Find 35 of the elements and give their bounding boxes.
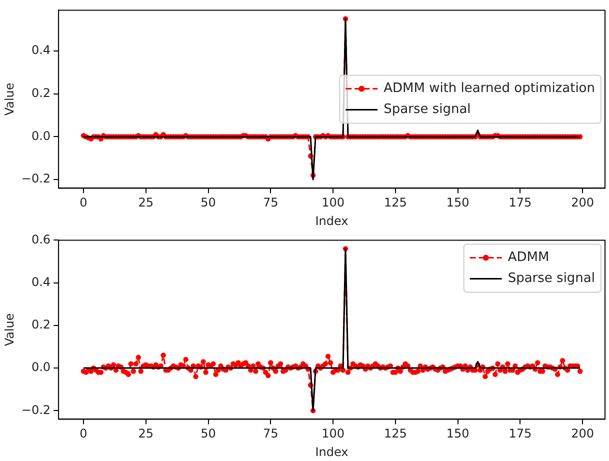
y-axis-title: Value (2, 313, 16, 346)
x-tick-label: 50 (200, 426, 216, 441)
legend-label: ADMM (508, 250, 550, 266)
x-tick-label: 0 (80, 426, 88, 441)
x-tick-label: 175 (508, 196, 532, 210)
x-tick-label: 75 (262, 196, 278, 210)
y-tick-label: 0.6 (31, 232, 51, 246)
x-tick-label: 125 (384, 196, 407, 210)
x-tick-label: 25 (138, 196, 154, 210)
legend-label: Sparse signal (384, 102, 471, 118)
x-tick-label: 100 (322, 426, 344, 441)
x-tick-label: 50 (200, 196, 216, 210)
legend-label: Sparse signal (508, 271, 596, 286)
x-tick-label: 0 (80, 196, 88, 210)
y-tick-label: 0.4 (31, 274, 51, 289)
x-tick-label: 200 (571, 196, 594, 210)
x-tick-label: 150 (446, 196, 470, 210)
legend-label: ADMM with learned optimization (384, 81, 596, 96)
x-tick-label: 25 (138, 426, 154, 441)
y-tick-label: 0.2 (31, 86, 51, 100)
x-axis-title: Index (315, 214, 348, 228)
y-tick-label: −0.2 (21, 402, 51, 417)
x-tick-label: 150 (446, 426, 470, 441)
x-tick-label: 100 (322, 196, 344, 210)
y-tick-label: 0.4 (31, 43, 51, 58)
y-axis-title: Value (2, 82, 16, 116)
y-tick-label: 0.0 (31, 360, 51, 374)
y-tick-label: 0.2 (31, 318, 51, 332)
x-tick-label: 175 (508, 426, 532, 441)
x-axis-title: Index (315, 444, 348, 459)
x-tick-label: 75 (262, 426, 278, 441)
x-tick-label: 200 (571, 426, 594, 441)
y-tick-label: 0.0 (31, 128, 51, 143)
y-tick-label: −0.2 (21, 172, 51, 186)
x-tick-label: 125 (384, 426, 407, 441)
